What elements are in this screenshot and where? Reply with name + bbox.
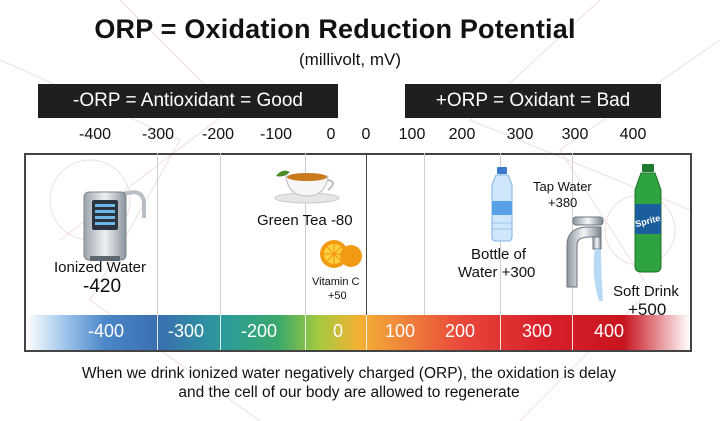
oxidant-banner: +ORP = Oxidant = Bad <box>405 84 661 118</box>
tick-label: 100 <box>398 126 426 143</box>
scale-label: 200 <box>444 321 476 341</box>
scale-divider <box>305 315 306 350</box>
scale-label: -300 <box>167 321 205 341</box>
footer-line-1: When we drink ionized water negatively c… <box>81 365 617 382</box>
soft-drink-value: +500 <box>628 300 667 319</box>
bottle-water-label: Bottle of <box>471 246 527 263</box>
vitamin-c-value: +50 <box>328 290 347 302</box>
grid-line <box>424 153 425 315</box>
tick-label: -300 <box>141 126 175 143</box>
orange-icon <box>320 240 362 268</box>
scale-label: 400 <box>593 321 625 341</box>
tap-water-value: +380 <box>548 195 578 210</box>
page-title: ORP = Oxidation Reduction Potential <box>94 14 576 44</box>
page-subtitle: (millivolt, mV) <box>299 50 401 69</box>
orp-color-scale <box>26 315 690 350</box>
grid-line <box>157 153 158 315</box>
zero-line <box>366 153 367 315</box>
scale-divider <box>500 315 501 350</box>
scale-label: -400 <box>87 321 125 341</box>
tap-water-label: Tap Water <box>533 179 592 194</box>
scale-label: 0 <box>332 321 344 341</box>
footer-line-2: and the cell of our body are allowed to … <box>178 384 520 401</box>
scale-divider <box>220 315 221 350</box>
scale-divider <box>366 315 367 350</box>
scale-label: 100 <box>384 321 416 341</box>
antioxidant-banner: -ORP = Antioxidant = Good <box>38 84 338 118</box>
tick-label: 300 <box>561 126 589 143</box>
scale-frame <box>24 153 692 352</box>
scale-label: -200 <box>240 321 278 341</box>
bottle-water-value: Water +300 <box>458 264 536 281</box>
grid-line <box>220 153 221 315</box>
soft-drink-label: Soft Drink <box>613 283 679 300</box>
scale-divider <box>157 315 158 350</box>
tick-label: 300 <box>506 126 534 143</box>
water-bottle-icon <box>491 167 513 242</box>
tick-label: 200 <box>448 126 476 143</box>
scale-label: 300 <box>521 321 553 341</box>
tick-label: 400 <box>619 126 647 143</box>
tick-label: 0 <box>326 126 336 143</box>
vitamin-c-label: Vitamin C <box>312 276 360 288</box>
footer-note: When we drink ionized water negatively c… <box>24 364 674 402</box>
green-tea-label: Green Tea -80 <box>257 212 353 229</box>
tick-label: -100 <box>259 126 293 143</box>
soft-drink-bottle-icon: Sprite <box>634 164 662 273</box>
green-tea-icon <box>274 170 340 204</box>
scale-divider <box>572 315 573 350</box>
tick-label: -200 <box>201 126 235 143</box>
grid-line <box>305 153 306 315</box>
ionized-water-label: Ionized Water <box>54 259 146 276</box>
tap-faucet-icon <box>566 216 604 301</box>
tick-label: -400 <box>78 126 112 143</box>
water-ionizer-icon <box>83 190 146 261</box>
tick-label: 0 <box>361 126 371 143</box>
ionized-water-value: -420 <box>83 276 122 297</box>
